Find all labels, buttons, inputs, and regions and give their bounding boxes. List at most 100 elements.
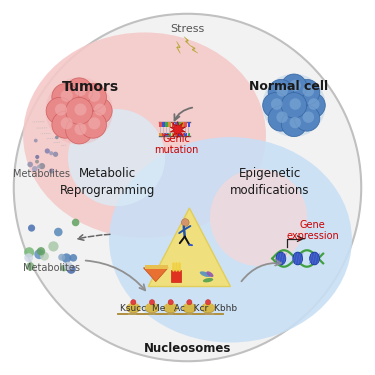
Circle shape (201, 307, 203, 309)
Ellipse shape (310, 252, 320, 265)
Polygon shape (184, 37, 190, 45)
Circle shape (54, 228, 63, 236)
Circle shape (66, 117, 93, 144)
Circle shape (187, 300, 192, 305)
Circle shape (88, 117, 101, 129)
Circle shape (201, 305, 204, 307)
Circle shape (35, 160, 39, 164)
Circle shape (176, 307, 178, 309)
Bar (168, 133, 171, 136)
Circle shape (60, 265, 67, 272)
Bar (188, 122, 190, 127)
Bar (178, 133, 181, 136)
Circle shape (281, 93, 307, 118)
Circle shape (204, 303, 206, 305)
Circle shape (149, 300, 154, 305)
Circle shape (52, 84, 79, 111)
Circle shape (182, 219, 189, 226)
Circle shape (28, 225, 35, 232)
Circle shape (148, 303, 150, 305)
Ellipse shape (206, 271, 213, 277)
Text: Normal cell: Normal cell (249, 80, 328, 93)
Circle shape (37, 165, 40, 168)
Circle shape (48, 241, 58, 252)
Circle shape (146, 305, 148, 307)
Circle shape (61, 117, 73, 129)
Ellipse shape (200, 272, 210, 277)
Circle shape (49, 168, 54, 174)
Circle shape (53, 152, 58, 157)
Circle shape (144, 307, 147, 309)
Bar (168, 122, 171, 127)
Bar (159, 133, 162, 136)
Ellipse shape (293, 252, 303, 265)
Ellipse shape (68, 109, 165, 206)
Bar (172, 122, 174, 127)
Circle shape (166, 303, 169, 305)
Circle shape (156, 305, 159, 307)
Circle shape (34, 249, 44, 259)
Circle shape (88, 90, 101, 102)
Circle shape (69, 254, 77, 262)
Bar (172, 133, 174, 136)
Circle shape (303, 85, 314, 97)
Bar (144, 265, 168, 268)
Circle shape (194, 305, 196, 307)
Bar (188, 133, 190, 136)
Circle shape (64, 262, 72, 270)
Circle shape (213, 307, 216, 309)
Ellipse shape (164, 303, 177, 313)
Text: Gene
expression: Gene expression (286, 220, 339, 241)
Circle shape (126, 307, 128, 309)
Circle shape (183, 305, 185, 307)
Circle shape (24, 253, 33, 262)
Circle shape (138, 307, 141, 309)
Circle shape (74, 104, 87, 116)
Circle shape (163, 307, 165, 309)
Circle shape (74, 123, 87, 135)
Text: Metabolic
Reprogramming: Metabolic Reprogramming (60, 167, 155, 197)
Bar (175, 133, 177, 136)
Bar (171, 270, 181, 282)
Circle shape (49, 151, 53, 155)
Circle shape (207, 303, 209, 305)
Circle shape (290, 98, 301, 110)
Circle shape (61, 90, 73, 102)
Bar (165, 122, 168, 127)
Circle shape (206, 300, 211, 305)
Circle shape (129, 303, 131, 305)
Bar (181, 122, 184, 127)
Ellipse shape (127, 303, 140, 313)
Circle shape (67, 265, 76, 274)
Circle shape (290, 117, 301, 128)
Text: Genic
mutation: Genic mutation (154, 134, 198, 155)
Circle shape (94, 104, 106, 116)
Circle shape (210, 303, 212, 305)
Ellipse shape (109, 137, 352, 342)
Circle shape (263, 93, 288, 118)
Bar (181, 133, 184, 136)
Circle shape (27, 162, 33, 167)
Polygon shape (177, 41, 180, 54)
Circle shape (45, 148, 50, 154)
Polygon shape (143, 268, 168, 282)
Circle shape (290, 80, 301, 91)
Circle shape (32, 166, 38, 172)
Circle shape (52, 111, 79, 138)
Circle shape (45, 77, 113, 145)
Ellipse shape (23, 33, 266, 238)
Bar (159, 122, 162, 127)
Circle shape (62, 254, 71, 263)
Circle shape (173, 303, 175, 305)
Circle shape (303, 111, 314, 123)
Text: Stress: Stress (170, 24, 205, 34)
Bar (162, 133, 165, 136)
Ellipse shape (183, 303, 196, 313)
Ellipse shape (276, 252, 286, 265)
Ellipse shape (145, 303, 159, 313)
Circle shape (58, 254, 65, 261)
Circle shape (175, 305, 177, 307)
Circle shape (262, 74, 326, 137)
Circle shape (271, 98, 282, 110)
Circle shape (14, 14, 361, 361)
